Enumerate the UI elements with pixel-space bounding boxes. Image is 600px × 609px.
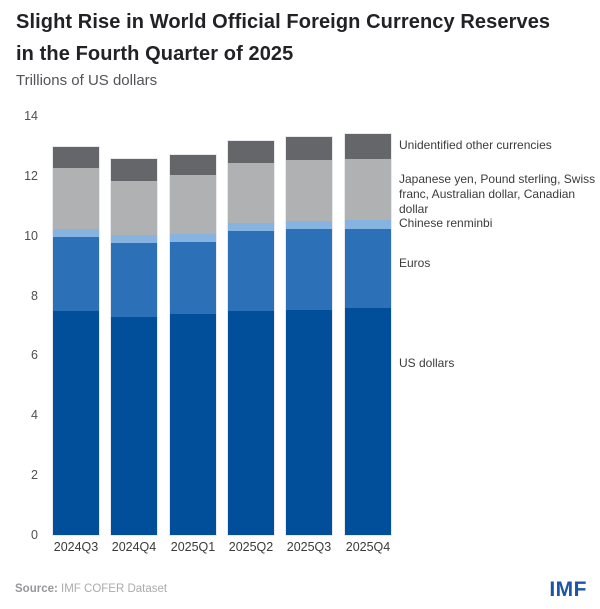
bar-2025Q4 [344,132,392,536]
legend-label: Unidentified other currencies [399,138,552,152]
bar-segment [286,136,332,160]
y-axis-tick-label: 0 [31,528,38,542]
bar-segment [111,158,157,181]
y-axis-tick-label: 2 [31,468,38,483]
bar-segment [170,154,216,175]
bar-2025Q1 [169,153,217,536]
bar-segment [286,309,332,535]
bar-segment [286,159,332,221]
y-axis-tick-label: 4 [31,408,38,423]
y-axis-tick-label: 12 [24,168,38,183]
legend-label: Japanese yen, Pound sterling, Swiss fran… [399,172,596,216]
bar-segment [286,228,332,310]
page-title: Slight Rise in World Official Foreign Cu… [16,11,551,65]
bar-segment [111,242,157,318]
bar-2024Q4 [110,157,158,536]
source-note: Source: IMF COFER Dataset [15,583,167,595]
bar-2024Q3 [52,145,100,536]
bar-segment [228,230,274,311]
bar-segment [53,236,99,311]
bar-segment [111,180,157,235]
bar-2025Q3 [285,135,333,536]
y-axis-tick-label: 10 [24,228,38,243]
bar-segment [228,140,274,163]
imf-logo: IMF [549,578,587,601]
page-subtitle: Trillions of US dollars [16,72,158,89]
x-axis-tick-label: 2025Q2 [228,540,274,554]
bar-segment [228,162,274,223]
bar-segment [345,307,391,535]
bar-segment [228,222,274,231]
bar-2025Q2 [227,139,275,536]
bar-segment [170,241,216,314]
x-axis-tick-label: 2025Q4 [345,540,391,554]
legend-label: Euros [399,256,431,270]
x-axis-tick-label: 2024Q3 [53,540,99,554]
source-label: Source: [15,583,58,595]
bar-segment [345,219,391,229]
y-axis-tick-label: 8 [31,288,38,303]
bar-segment [53,310,99,535]
bar-segment [345,133,391,159]
bar-segment [170,313,216,535]
bar-segment [111,317,157,535]
x-axis-tick-label: 2025Q1 [170,540,216,554]
y-axis-tick-label: 14 [24,109,38,123]
legend-label: Chinese renminbi [399,216,493,230]
y-axis-tick-label: 6 [31,348,38,363]
x-axis-tick-label: 2024Q4 [111,540,157,554]
bar-segment [286,220,332,229]
bar-segment [53,146,99,168]
bar-segment [170,174,216,234]
bar-segment [170,233,216,242]
bar-segment [53,167,99,229]
bar-segment [345,158,391,220]
x-axis-tick-label: 2025Q3 [286,540,332,554]
bar-segment [53,228,99,237]
bar-segment [345,228,391,308]
bar-segment [228,310,274,535]
bar-segment [111,234,157,243]
legend-label: US dollars [399,356,455,370]
source-text: IMF COFER Dataset [61,583,168,595]
